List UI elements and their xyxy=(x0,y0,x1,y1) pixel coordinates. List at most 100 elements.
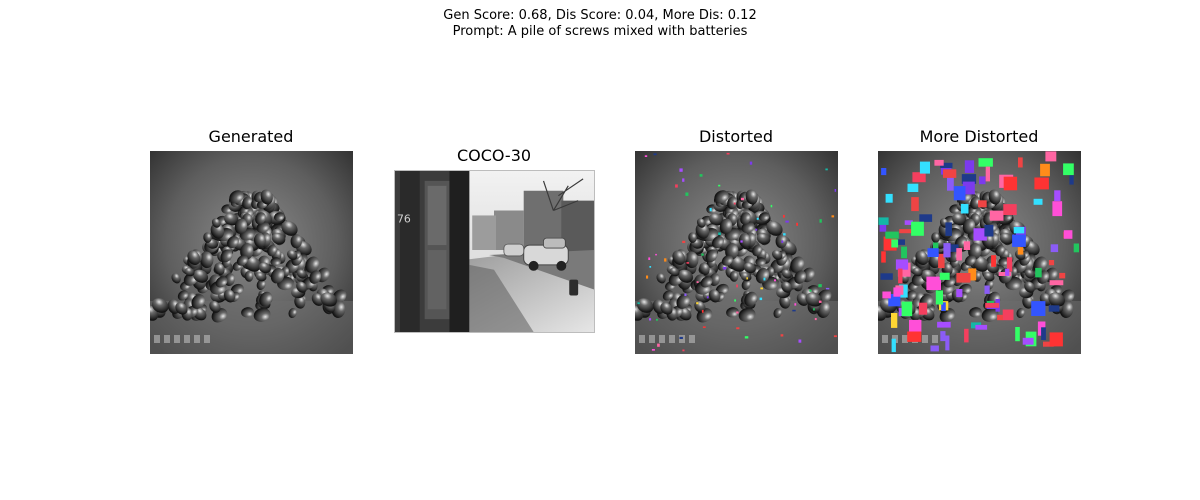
distortion-patch xyxy=(1045,151,1057,162)
distortion-patch xyxy=(943,243,951,258)
distortion-patch xyxy=(696,302,699,305)
panel-title-distorted: Distorted xyxy=(698,127,773,146)
distortion-patch xyxy=(962,181,975,195)
distortion-patch xyxy=(637,302,640,305)
distortion-patch xyxy=(785,220,789,223)
distortion-patch xyxy=(927,248,939,257)
distortion-patch xyxy=(682,240,686,243)
distortion-patch xyxy=(881,168,887,176)
distortion-patch xyxy=(1005,268,1010,276)
distortion-patch xyxy=(891,338,896,353)
distortion-patch xyxy=(699,174,703,177)
distortion-patch xyxy=(1013,227,1025,234)
distortion-patch xyxy=(653,153,657,156)
distortion-patch xyxy=(781,240,784,243)
distortion-patch xyxy=(679,336,683,339)
distortion-patch xyxy=(755,228,758,231)
distortion-patch xyxy=(833,335,837,338)
distortion-patch xyxy=(1073,243,1079,253)
distortion-patch xyxy=(907,183,919,192)
distortion-patch xyxy=(657,343,660,347)
distortion-patch xyxy=(919,161,930,174)
distortion-patch xyxy=(885,231,899,239)
distortion-patch xyxy=(1012,234,1026,247)
distortion-patch xyxy=(901,301,913,317)
distortion-patch xyxy=(749,161,753,165)
distortion-patch xyxy=(675,184,678,188)
distortion-patch xyxy=(679,168,683,172)
distortion-patch xyxy=(774,279,776,282)
distortion-patch xyxy=(1031,301,1046,316)
distortion-patch xyxy=(763,277,766,281)
distortion-patch xyxy=(702,326,706,328)
distortion-patch xyxy=(985,302,1000,308)
distortion-patch xyxy=(891,313,898,328)
distortion-patch xyxy=(818,300,822,303)
distortion-patch xyxy=(941,302,946,311)
distortion-patch xyxy=(899,229,913,234)
distortion-patch xyxy=(709,207,712,212)
distortion-patch xyxy=(882,291,891,299)
distortion-patch xyxy=(684,293,687,296)
distortion-patch xyxy=(1041,327,1046,340)
distortion-patch xyxy=(1063,230,1073,239)
distortion-patch xyxy=(911,197,919,212)
distortion-patch xyxy=(919,214,933,222)
distortion-patch xyxy=(686,262,690,264)
figure-suptitle: Gen Score: 0.68, Dis Score: 0.04, More D… xyxy=(0,8,1200,40)
distortion-patch xyxy=(1022,337,1034,345)
distortion-patch xyxy=(893,287,901,297)
distortion-patch xyxy=(956,248,962,261)
distortion-patch xyxy=(911,221,924,236)
distortion-patch xyxy=(1003,176,1018,191)
distortion-patch xyxy=(1040,163,1050,177)
coco-street-image: 76 xyxy=(394,170,595,333)
distortion-patch xyxy=(814,318,817,321)
more-distorted-image xyxy=(878,151,1081,354)
distortion-patch xyxy=(939,272,950,280)
distortion-patch xyxy=(746,277,748,280)
distortion-patch xyxy=(991,255,997,267)
distortion-patch xyxy=(943,169,957,178)
distortion-patch xyxy=(979,176,986,185)
distortion-patch xyxy=(1035,267,1042,278)
distortion-patch xyxy=(701,309,704,313)
distortion-patch xyxy=(760,287,763,290)
distortion-patch xyxy=(655,253,657,256)
prompt-line: Prompt: A pile of screws mixed with batt… xyxy=(452,24,748,39)
distortion-patch xyxy=(682,349,685,352)
distortion-patch xyxy=(888,294,901,307)
distortion-patch xyxy=(644,155,648,157)
distortion-patch xyxy=(734,299,736,302)
distortion-patch xyxy=(696,281,699,283)
distortion-patch xyxy=(940,331,946,342)
distortion-patch xyxy=(664,258,667,262)
distortion-patch xyxy=(934,159,944,166)
distortion-patch xyxy=(947,176,954,191)
distortion-patch xyxy=(944,244,959,252)
scores-line: Gen Score: 0.68, Dis Score: 0.04, More D… xyxy=(443,8,757,23)
distortion-patch xyxy=(880,273,893,280)
distortion-patch xyxy=(1059,272,1066,279)
distortion-patch xyxy=(1018,157,1023,168)
distortion-patch xyxy=(813,308,815,311)
distortion-patch xyxy=(1069,175,1074,185)
distortion-patch xyxy=(646,275,649,279)
distortion-patch xyxy=(736,284,738,288)
distortion-patch xyxy=(1006,257,1013,272)
distortion-patch xyxy=(736,327,740,330)
distortion-patch xyxy=(937,321,951,328)
distortion-patch xyxy=(733,202,736,205)
panel-title-generated: Generated xyxy=(208,127,294,146)
distortion-patch xyxy=(930,345,939,352)
distortion-patch xyxy=(891,239,899,248)
distortion-patch xyxy=(975,324,988,330)
distortion-patch xyxy=(825,168,828,171)
distortion-patch xyxy=(1049,280,1064,286)
distortion-patch xyxy=(1063,163,1074,176)
generated-image xyxy=(150,151,353,354)
distortion-patch xyxy=(891,239,905,245)
distortion-patch xyxy=(945,222,952,236)
distortion-patch xyxy=(879,220,887,232)
distortion-patch xyxy=(960,203,969,214)
